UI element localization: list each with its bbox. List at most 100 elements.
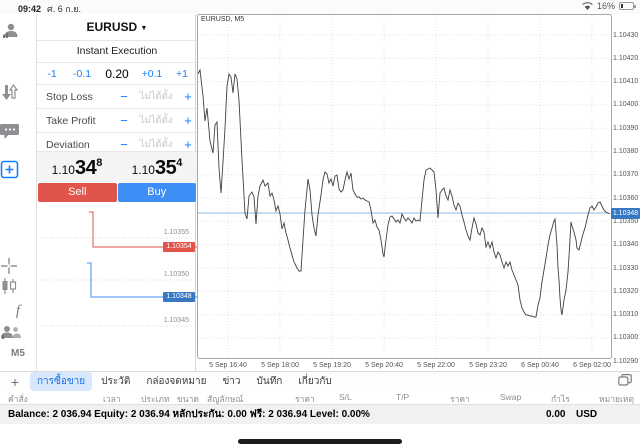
new-order-icon[interactable]: [0, 160, 36, 179]
price-axis-label: 1.10360: [613, 194, 639, 202]
price-axis-label: 1.10420: [613, 54, 639, 62]
column-header-7: T/P: [396, 392, 410, 402]
volume-row: -1 -0.1 0.20 +0.1 +1: [37, 63, 197, 84]
stop-loss-value[interactable]: ไม่ได้ตั้ง: [139, 91, 173, 102]
chevron-down-icon: ▼: [140, 25, 148, 32]
timeframe-button[interactable]: M5: [11, 348, 25, 359]
trade-table-header: คำสั่ง เวลา ประเภท ขนาด สัญลักษณ์ ราคา S/L T/P ร…: [0, 391, 640, 404]
sidebar-icon-rail: f M5: [0, 14, 36, 371]
add-tab-button[interactable]: +: [10, 373, 20, 390]
volume-plus-1-button[interactable]: +1: [176, 67, 188, 80]
floating-profit: 0.00: [546, 409, 566, 420]
time-axis-label: 5 Sep 18:00: [261, 362, 299, 369]
crosshair-icon[interactable]: [0, 257, 36, 275]
home-indicator[interactable]: [238, 439, 402, 444]
wifi-icon: [582, 1, 593, 11]
ask-badge: 1.10354: [163, 242, 195, 252]
symbol-label: EURUSD: [86, 20, 138, 34]
battery-icon: [619, 2, 636, 10]
tab-2[interactable]: กล่องจดหมาย: [146, 376, 207, 387]
price-polyline: [197, 68, 611, 318]
price-axis-label: 1.10340: [613, 241, 639, 249]
column-header-10: กำไร: [551, 394, 570, 404]
bid-badge: 1.10348: [163, 292, 195, 302]
indicator-f-icon[interactable]: f: [15, 303, 21, 319]
buy-button[interactable]: Buy: [117, 183, 196, 202]
volume-minus-1-button[interactable]: -1: [47, 67, 57, 80]
column-header-5: ราคา: [295, 394, 315, 404]
account-currency: USD: [576, 409, 598, 420]
balance-bar: Balance: 2 036.94 Equity: 2 036.94 หลักป…: [0, 404, 640, 424]
price-axis-label: 1.10380: [613, 148, 639, 155]
stop-loss-label: Stop Loss: [46, 90, 93, 103]
candles-icon[interactable]: [0, 277, 36, 295]
time-axis-label: 6 Sep 00:40: [521, 362, 559, 369]
tabs: การซื้อขาย ประวัติ กล่องจดหมาย ข่าว บันทึก เก…: [30, 372, 341, 391]
chart-canvas[interactable]: [197, 14, 612, 359]
bid-price: 1.10348: [51, 157, 103, 179]
stop-loss-minus-button[interactable]: −: [120, 89, 128, 104]
chart-border: [197, 14, 612, 359]
take-profit-minus-button[interactable]: −: [120, 113, 128, 128]
price-axis-label: 1.10410: [613, 78, 639, 86]
column-header-1: เวลา: [103, 394, 121, 404]
tick-axis-label: 1.10355: [163, 229, 189, 236]
time-axis-label: 5 Sep 19:20: [313, 362, 351, 369]
account-icon[interactable]: [0, 22, 36, 42]
bid-line: [87, 262, 197, 298]
tab-1[interactable]: ประวัติ: [101, 376, 131, 387]
volume-value[interactable]: 0.20: [105, 66, 129, 81]
clock-text: 09:42: [18, 4, 42, 14]
ask-price: 1.10354: [131, 157, 183, 179]
chart-title: EURUSD, M5: [201, 16, 245, 23]
price-axis-label: 1.10300: [613, 334, 639, 342]
time-axis-label: 6 Sep 02:00: [573, 362, 611, 369]
column-header-4: สัญลักษณ์: [207, 394, 244, 404]
deviation-value[interactable]: ไม่ได้ตั้ง: [139, 139, 173, 150]
arrows-up-down-icon[interactable]: [0, 82, 36, 102]
column-header-6: S/L: [339, 392, 352, 402]
column-header-3: ขนาด: [177, 394, 199, 404]
stop-loss-plus-button[interactable]: +: [184, 89, 192, 104]
order-panel: EURUSD ▼ Instant Execution -1 -0.1 0.20 …: [36, 14, 197, 371]
tab-5[interactable]: เกี่ยวกับ: [298, 376, 332, 387]
volume-plus-01-button[interactable]: +0.1: [141, 67, 163, 80]
price-chart[interactable]: EURUSD, M5: [197, 14, 612, 359]
symbol-selector[interactable]: EURUSD ▼: [37, 14, 197, 40]
time-axis-label: 5 Sep 23:20: [469, 362, 507, 369]
column-header-9: Swap: [500, 392, 522, 402]
stop-loss-row: Stop Loss − ไม่ได้ตั้ง +: [37, 85, 197, 108]
window-layout-icon[interactable]: [618, 374, 632, 386]
deviation-minus-button[interactable]: −: [120, 137, 128, 152]
balance-summary: Balance: 2 036.94 Equity: 2 036.94 หลักป…: [8, 409, 370, 420]
price-axis-label: 1.10320: [613, 287, 639, 295]
deviation-plus-button[interactable]: +: [184, 137, 192, 152]
tick-chart-canvas: [41, 211, 197, 327]
date-text: ศ. 6 ก.ย.: [47, 4, 81, 14]
traders-icon[interactable]: [0, 325, 36, 341]
take-profit-row: Take Profit − ไม่ได้ตั้ง +: [37, 109, 197, 132]
status-bar: 09:42 ศ. 6 ก.ย. 16%: [0, 0, 640, 14]
price-axis-label: 1.10430: [613, 31, 639, 39]
column-header-0: คำสั่ง: [8, 394, 28, 404]
take-profit-plus-button[interactable]: +: [184, 113, 192, 128]
price-axis-label: 1.10330: [613, 264, 639, 272]
tab-4[interactable]: บันทึก: [256, 376, 283, 387]
time-axis-label: 5 Sep 22:00: [417, 362, 455, 369]
tick-axis-label: 1.10350: [163, 271, 189, 278]
deviation-row: Deviation − ไม่ได้ตั้ง +: [37, 133, 197, 156]
quote-prices: 1.10348 1.10354: [37, 152, 197, 182]
sell-button[interactable]: Sell: [38, 183, 117, 202]
tab-0[interactable]: การซื้อขาย: [30, 372, 93, 391]
take-profit-value[interactable]: ไม่ได้ตั้ง: [139, 115, 173, 126]
chat-icon[interactable]: [0, 122, 36, 140]
tab-3[interactable]: ข่าว: [222, 376, 241, 387]
execution-mode[interactable]: Instant Execution: [76, 45, 158, 57]
tick-axis-label: 1.10345: [163, 317, 189, 324]
price-axis-label: 1.10390: [613, 124, 639, 132]
time-axis-label: 5 Sep 16:40: [209, 362, 247, 369]
price-axis-label: 1.10400: [613, 101, 639, 109]
take-profit-label: Take Profit: [46, 114, 96, 127]
volume-minus-01-button[interactable]: -0.1: [72, 67, 92, 80]
